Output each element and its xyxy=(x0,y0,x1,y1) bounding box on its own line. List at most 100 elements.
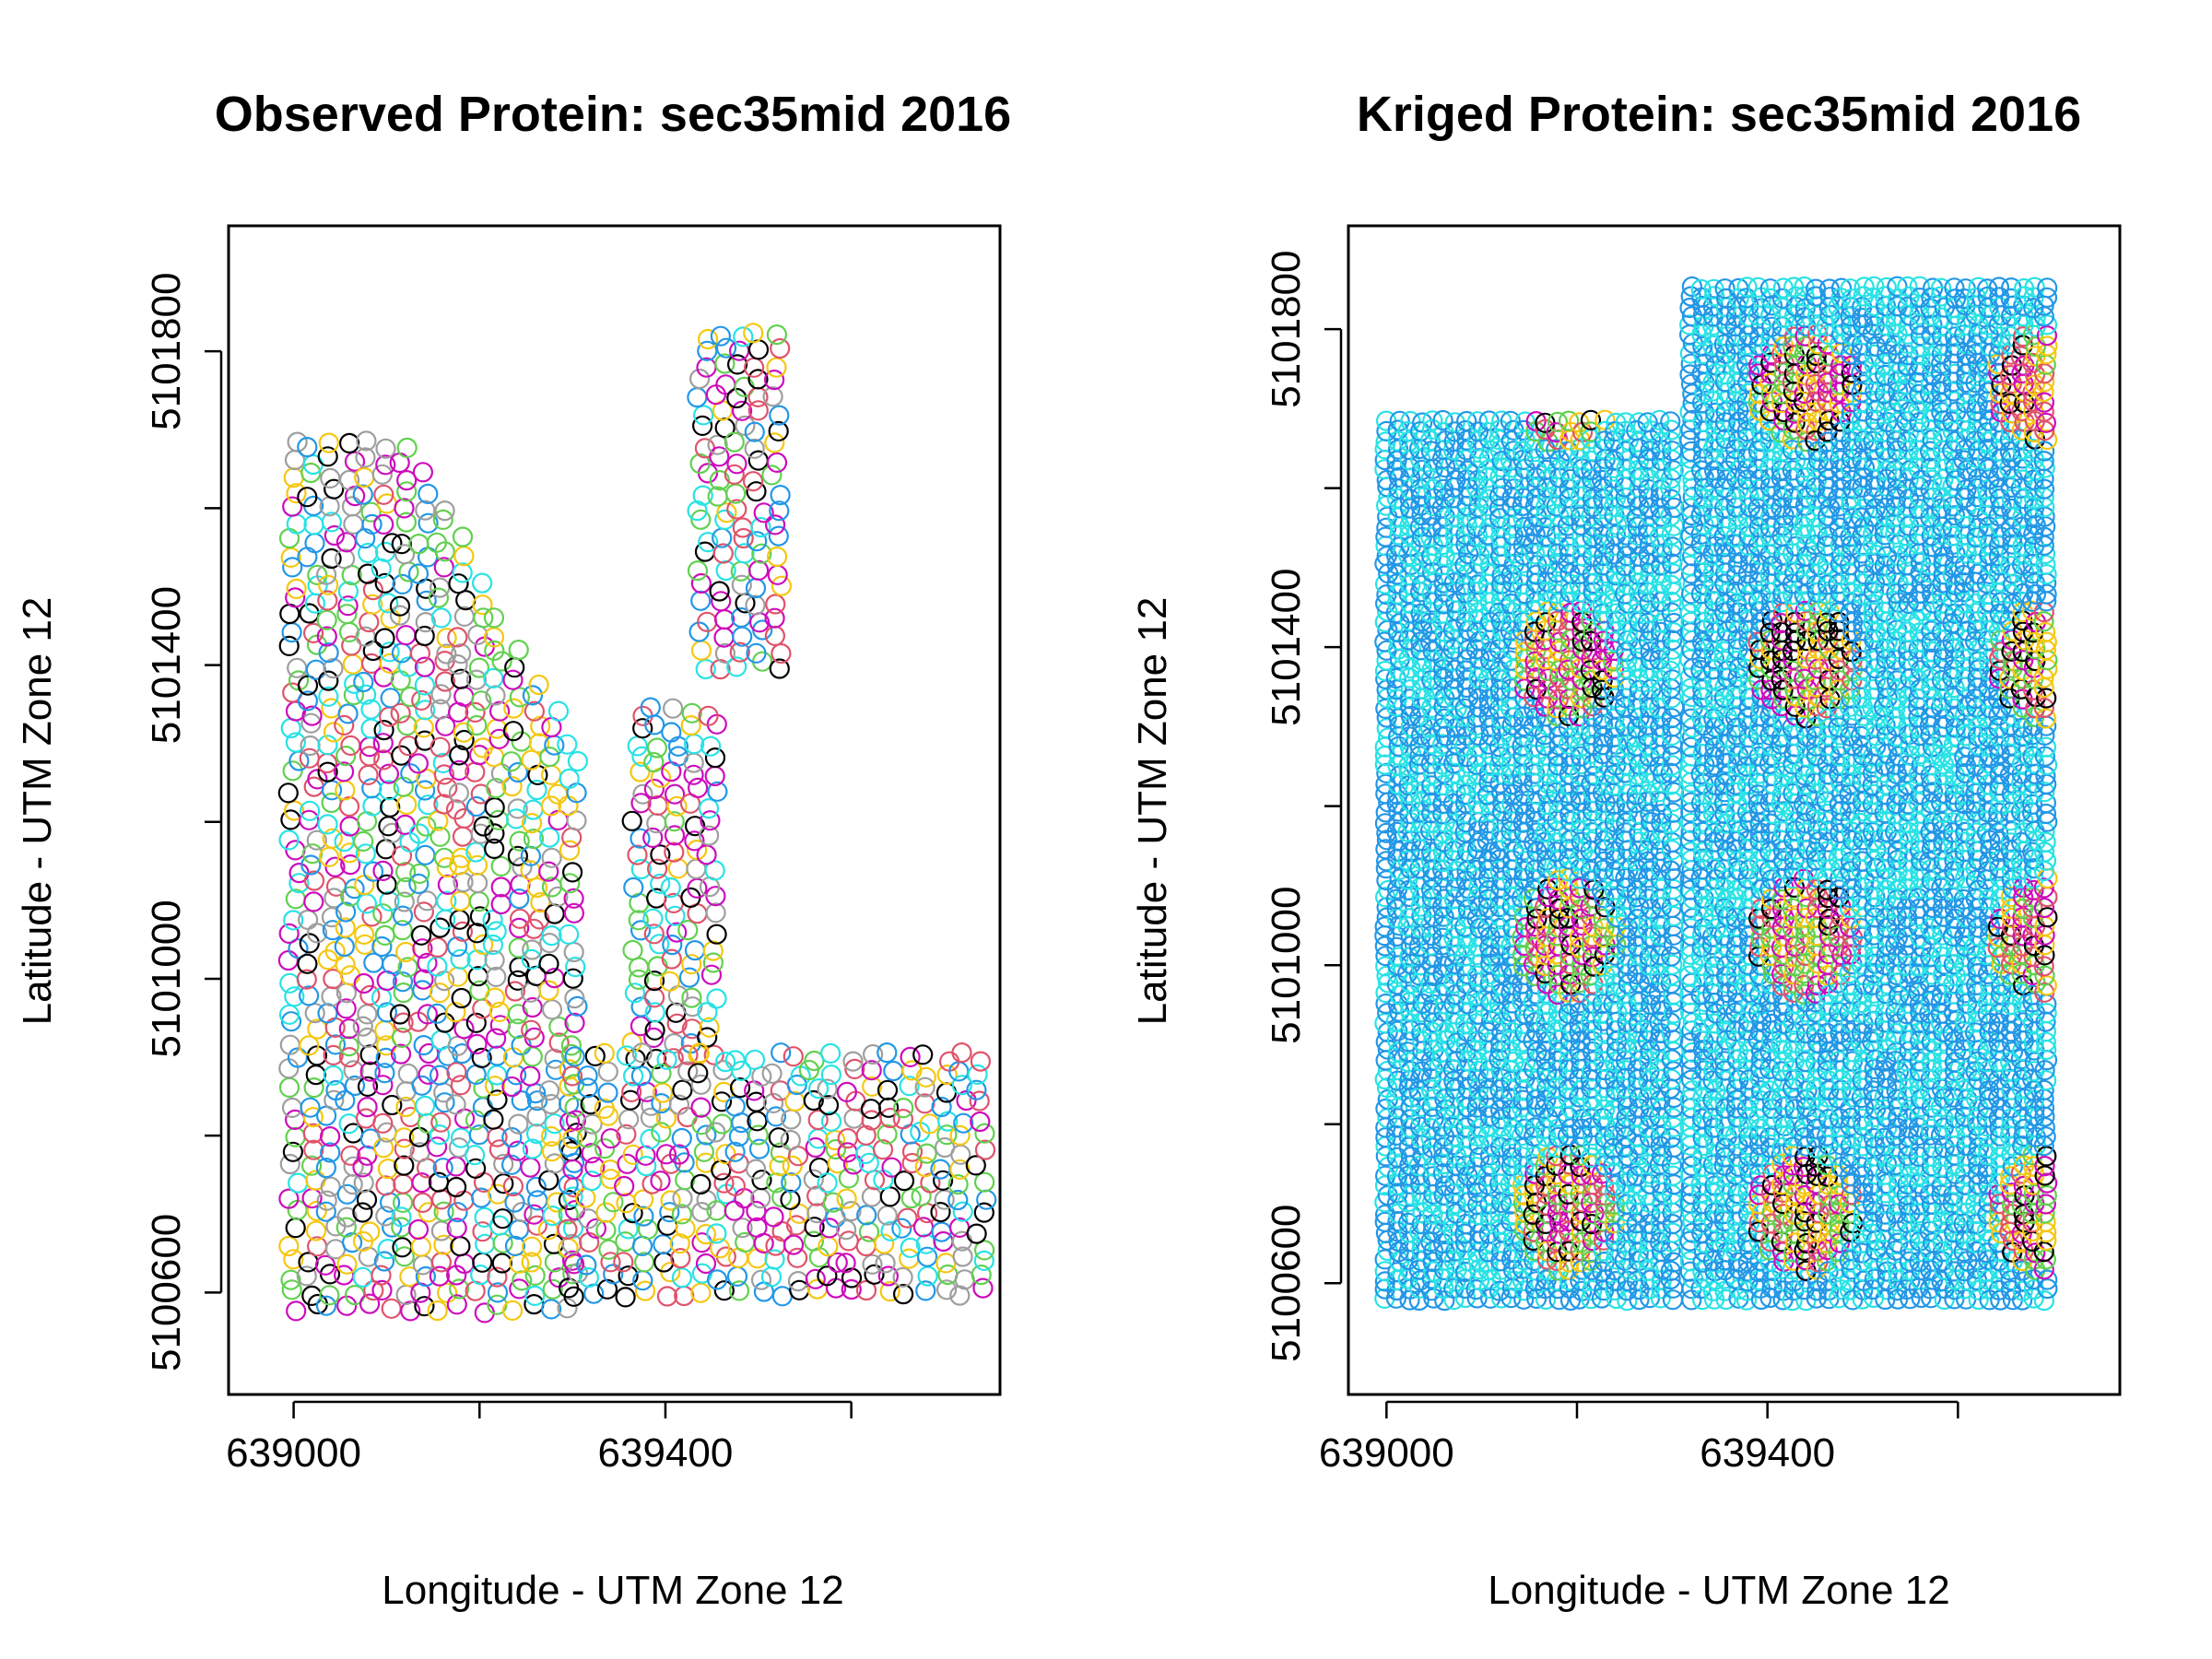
data-point xyxy=(490,763,512,784)
data-point xyxy=(584,1045,606,1067)
data-point xyxy=(323,1044,344,1066)
data-point xyxy=(409,863,430,885)
data-point xyxy=(437,777,458,798)
data-point xyxy=(650,873,671,895)
data-point xyxy=(436,856,457,878)
data-point xyxy=(1409,469,1431,490)
data-point xyxy=(318,574,339,595)
data-point xyxy=(299,933,320,954)
data-point xyxy=(470,1264,491,1286)
data-point xyxy=(447,1202,468,1223)
data-point xyxy=(724,1175,747,1196)
data-point xyxy=(414,625,435,647)
data-point xyxy=(744,421,765,442)
data-point xyxy=(493,1173,514,1194)
data-point xyxy=(286,513,307,535)
data-point xyxy=(558,1189,580,1211)
data-point xyxy=(650,1171,671,1192)
data-point xyxy=(447,935,468,958)
data-point xyxy=(644,1002,665,1023)
data-point xyxy=(1399,841,1420,863)
data-point xyxy=(616,1045,638,1066)
scatter-points xyxy=(277,323,997,1324)
data-point xyxy=(352,1202,373,1223)
data-point xyxy=(493,1153,514,1175)
data-point xyxy=(805,1136,826,1159)
data-point xyxy=(807,1109,829,1131)
data-point xyxy=(1628,668,1649,689)
data-point xyxy=(916,1143,937,1164)
data-point xyxy=(316,1190,337,1211)
data-point xyxy=(450,1236,471,1257)
data-point xyxy=(548,1016,570,1038)
data-point xyxy=(446,1218,467,1239)
data-point xyxy=(395,625,417,646)
data-point xyxy=(1397,756,1419,777)
data-point xyxy=(835,1253,856,1274)
data-point xyxy=(466,854,488,876)
data-point xyxy=(732,517,753,538)
data-point xyxy=(691,1114,712,1135)
data-point xyxy=(1410,486,1432,507)
data-point xyxy=(375,1175,396,1196)
data-point xyxy=(297,675,319,696)
data-point xyxy=(418,794,439,816)
data-point xyxy=(412,938,433,959)
data-point xyxy=(628,957,650,978)
data-point xyxy=(298,909,319,931)
data-point xyxy=(395,512,417,533)
data-point xyxy=(392,573,413,595)
data-point xyxy=(819,1042,841,1065)
data-point xyxy=(1442,1117,1464,1138)
data-point xyxy=(299,603,320,624)
data-point xyxy=(627,844,648,865)
y-axis-label: Latitude - UTM Zone 12 xyxy=(1130,597,1175,1026)
data-point xyxy=(1410,917,1431,938)
data-point xyxy=(359,984,381,1006)
data-point xyxy=(690,572,712,594)
data-point xyxy=(766,324,788,346)
data-point xyxy=(316,626,337,647)
data-point xyxy=(687,559,709,582)
data-point xyxy=(1477,1125,1499,1147)
data-point xyxy=(539,932,560,954)
data-point xyxy=(714,642,736,665)
data-point xyxy=(843,1108,865,1129)
data-point xyxy=(630,1065,653,1087)
data-point xyxy=(354,934,375,955)
data-point xyxy=(655,1108,677,1129)
data-point xyxy=(412,1254,433,1276)
data-point xyxy=(1479,1106,1500,1127)
data-point xyxy=(393,1173,414,1194)
data-point xyxy=(582,1113,603,1135)
data-point xyxy=(541,999,563,1020)
data-point xyxy=(484,823,505,844)
data-point xyxy=(486,718,508,739)
data-point xyxy=(661,722,682,743)
data-point xyxy=(336,1206,358,1228)
data-point xyxy=(1431,1041,1453,1063)
data-point xyxy=(483,1109,504,1130)
data-point xyxy=(630,793,652,814)
data-point xyxy=(501,775,523,797)
data-point xyxy=(687,777,709,799)
data-point xyxy=(521,749,542,771)
data-point xyxy=(490,877,512,898)
data-point xyxy=(622,1144,643,1165)
data-point xyxy=(355,843,376,865)
data-point xyxy=(747,1217,768,1238)
data-point xyxy=(747,1124,769,1146)
data-point xyxy=(541,847,562,868)
data-point xyxy=(394,814,416,836)
data-point xyxy=(881,1157,902,1178)
data-point xyxy=(726,453,747,475)
data-point xyxy=(315,1295,337,1316)
data-point xyxy=(769,500,790,522)
data-point xyxy=(766,452,788,473)
data-point xyxy=(771,1186,793,1208)
data-point xyxy=(565,1110,587,1131)
data-point xyxy=(680,714,701,736)
data-point xyxy=(339,816,360,837)
data-point xyxy=(947,1189,969,1211)
data-point xyxy=(374,628,395,649)
